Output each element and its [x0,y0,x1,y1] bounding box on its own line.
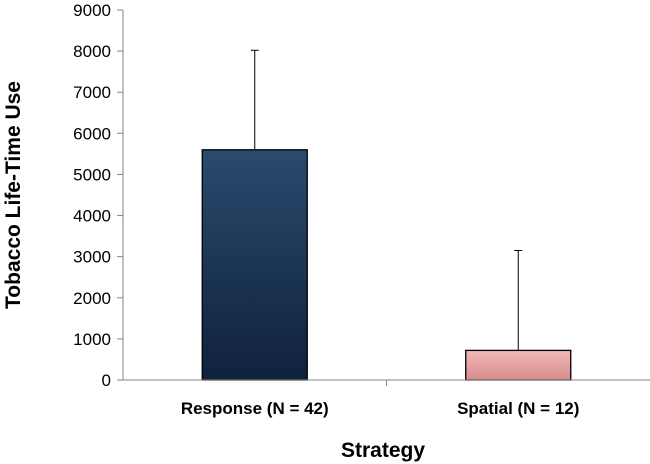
x-axis-title: Strategy [341,439,425,462]
y-tick-label: 8000 [73,42,111,61]
y-tick-label: 7000 [73,83,111,102]
y-tick-label: 2000 [73,289,111,308]
y-tick-label: 4000 [73,207,111,226]
y-axis-ticks: 0 1000 2000 3000 4000 5000 6000 7000 8000 9000 [73,1,387,390]
y-tick-label: 5000 [73,165,111,184]
x-tick-label: Response (N = 42) [181,399,329,418]
x-tick-label: Spatial (N = 12) [457,399,579,418]
y-tick-label: 1000 [73,330,111,349]
y-tick-label: 6000 [73,124,111,143]
x-axis-labels: Response (N = 42) Spatial (N = 12) [181,399,580,418]
error-bars [250,49,523,351]
y-tick-label: 3000 [73,248,111,267]
bar [201,149,308,381]
bars [201,149,572,381]
y-axis-title: Tobacco Life-Time Use [2,81,25,309]
y-tick-label: 0 [102,371,111,390]
bar [465,349,572,381]
y-tick-label: 9000 [73,1,111,20]
